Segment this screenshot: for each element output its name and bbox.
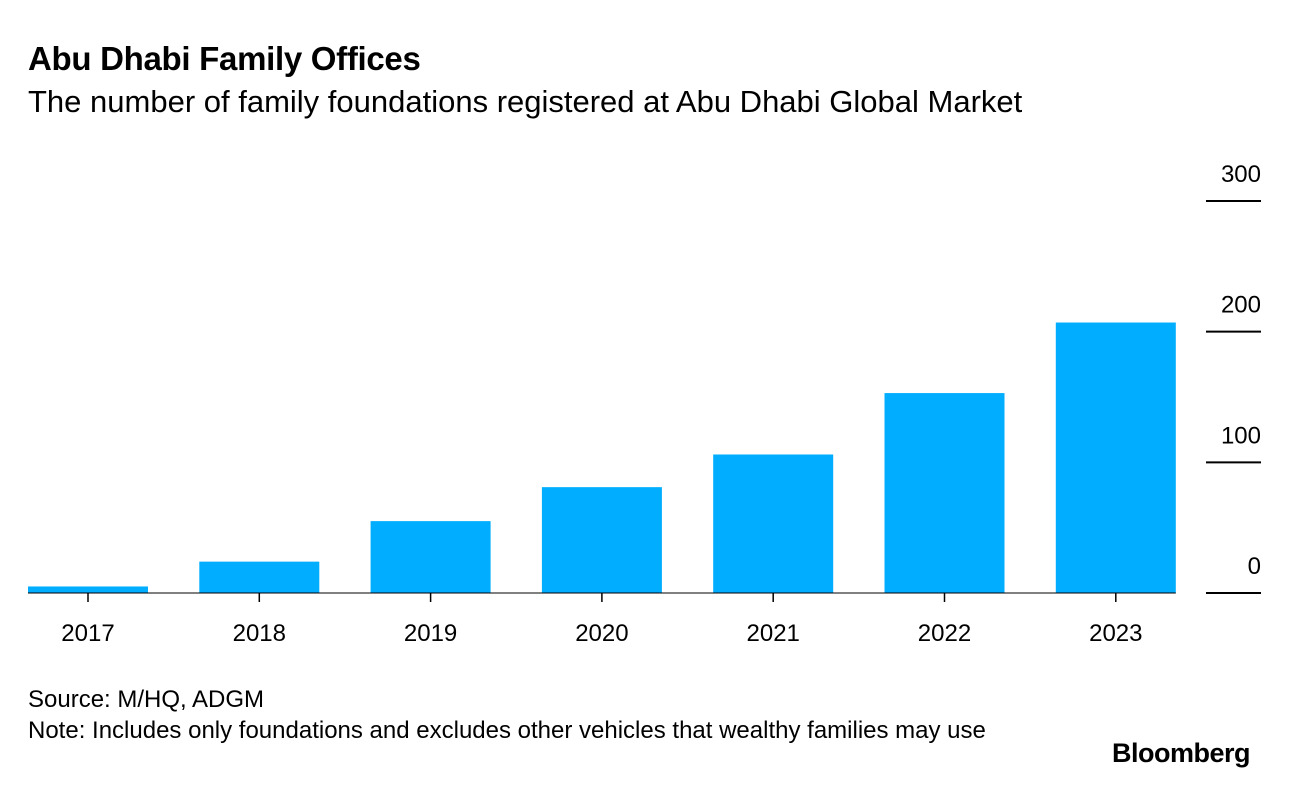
chart-title: Abu Dhabi Family Offices <box>28 40 421 77</box>
y-tick-label: 100 <box>1221 422 1261 449</box>
bars-group <box>28 322 1176 593</box>
x-tick-label: 2019 <box>404 620 457 647</box>
chart-subtitle: The number of family foundations registe… <box>28 84 1023 119</box>
source-note: Source: M/HQ, ADGM <box>28 686 265 713</box>
bar-2018 <box>199 561 320 593</box>
footnote: Note: Includes only foundations and excl… <box>28 717 986 744</box>
bar-2022 <box>884 393 1005 593</box>
y-tick-label: 300 <box>1221 161 1261 188</box>
x-tick-label: 2022 <box>918 620 971 647</box>
x-tick-label: 2021 <box>747 620 800 647</box>
bar-2020 <box>541 487 662 593</box>
x-axis: 2017 2018 2019 2020 2021 2022 2023 <box>28 592 1176 647</box>
bar-2023 <box>1055 322 1176 593</box>
y-axis: 0 100 200 300 <box>1206 161 1261 594</box>
x-tick-label: 2020 <box>575 620 628 647</box>
bloomberg-logo: Bloomberg <box>1111 738 1251 768</box>
bar-2017 <box>28 586 148 593</box>
bar-chart: 0 100 200 300 2017 2018 2019 2020 2021 2022 2023 <box>28 161 1261 647</box>
x-tick-label: 2018 <box>233 620 286 647</box>
y-tick-label: 0 <box>1248 553 1261 580</box>
bar-2021 <box>713 454 834 593</box>
y-tick-label: 200 <box>1221 292 1261 319</box>
bar-2019 <box>370 521 491 593</box>
x-tick-label: 2017 <box>61 620 114 647</box>
chart-footer: Source: M/HQ, ADGM Note: Includes only f… <box>28 684 1028 746</box>
x-tick-label: 2023 <box>1089 620 1142 647</box>
